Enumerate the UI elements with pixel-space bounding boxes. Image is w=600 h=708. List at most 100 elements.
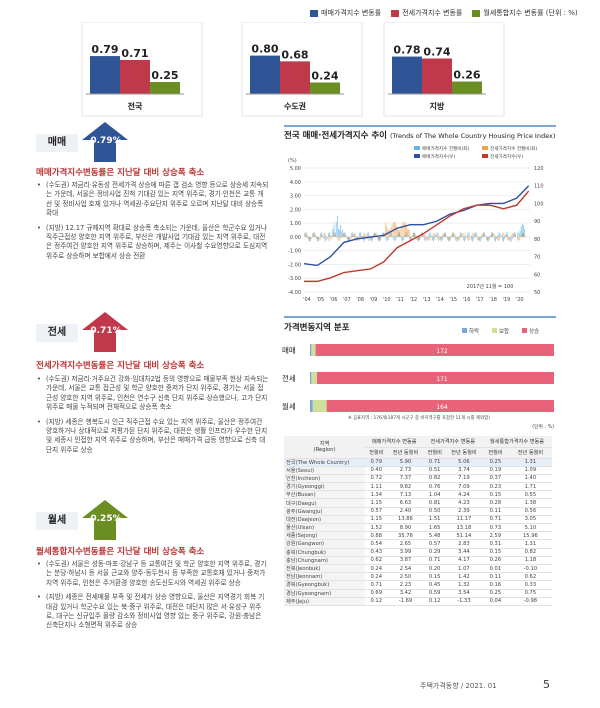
table-cell: 0.15	[423, 572, 446, 582]
badge-pct: 0.79%	[90, 136, 122, 146]
col-sub: 전월비	[365, 447, 388, 459]
dist-segment	[311, 344, 316, 356]
tick-right: 120	[534, 166, 544, 172]
table-cell: 11.17	[445, 515, 482, 525]
table-cell: 0.15	[481, 490, 509, 500]
tick-left: 3.00	[290, 194, 301, 200]
table-cell: 3.74	[445, 466, 482, 475]
table-cell: 0.51	[423, 466, 446, 475]
tick-left: -4.00	[288, 290, 301, 296]
dist-segment	[311, 372, 317, 384]
region-box	[81, 22, 203, 117]
tick-x: '15	[449, 297, 457, 303]
badge-label: 매매	[36, 134, 78, 152]
table-cell: 13.86	[387, 515, 424, 525]
table-cell: 1.09	[508, 466, 552, 475]
trend-title-en: (Trends of The Whole Country Housing Pri…	[389, 132, 556, 140]
table-cell: 울산(Ulsan)	[284, 523, 366, 533]
table-cell: 1.34	[365, 490, 388, 500]
table-cell: 0.50	[423, 507, 446, 516]
table-cell: 0.20	[423, 564, 446, 574]
footer-text: 주택가격동향 / 2021. 01	[420, 682, 497, 690]
table-cell: 전국(The Whole Country)	[284, 458, 366, 467]
bar-value: 0.74	[423, 45, 450, 58]
table-cell: 5.06	[445, 458, 482, 467]
table-row: 전남(Jeonnam) 0.24 2.50 0.15 1.42 0.11 0.62	[284, 572, 552, 582]
table-cell: 0.62	[508, 572, 552, 582]
group-label: 지방	[430, 101, 445, 111]
badge-pct: 0.71%	[90, 326, 122, 336]
table-row: 충북(Chungbuk) 0.43 3.99 0.29 3.44 0.15 0.82	[284, 548, 552, 557]
table-cell: 0.29	[423, 548, 446, 557]
tick-x: '05	[316, 297, 324, 303]
bullet-item: (지방) 12.17 규제지역 확대로 상승폭 축소되는 가운데, 울산은 학군…	[36, 224, 269, 262]
table-cell: -1.69	[387, 597, 424, 606]
table-cell: 1.31	[508, 458, 552, 467]
legend-swatch	[482, 146, 488, 150]
trend-chart-title: 전국 매매·전세가격지수 추이 (Trends of The Whole Cou…	[284, 129, 555, 141]
table-cell: 0.15	[481, 548, 509, 557]
tick-left: 5.00	[290, 166, 301, 172]
table-cell: 0.16	[481, 580, 509, 590]
legend-swatch	[492, 328, 497, 333]
table-cell: 0.31	[481, 539, 509, 549]
table-cell: 0.71	[365, 580, 388, 590]
table-row: 경남(Gyeongnam) 0.69 3.42 0.59 3.54 0.25 0.75	[284, 589, 552, 598]
table-cell: 0.04	[481, 597, 509, 606]
bar	[452, 81, 482, 94]
table-cell: -1.33	[445, 597, 482, 606]
table-cell: 4.17	[445, 556, 482, 565]
table-cell: 2.54	[387, 564, 424, 574]
section-title: 월세통합지수변동률은 지난달 대비 상승폭 축소	[36, 547, 205, 557]
table-cell: 1.18	[508, 556, 552, 565]
dist-title: 가격변동지역 분포	[284, 323, 350, 333]
dist-value: 164	[436, 404, 448, 411]
table-cell: 3.44	[445, 548, 482, 557]
region-box	[383, 22, 505, 117]
legend-item-monthly: 월세통합지수 변동률 (단위 : %)	[472, 8, 578, 18]
legend-label: 상승	[529, 327, 539, 335]
up-arrow-icon	[82, 312, 128, 352]
legend-label: 월세통합지수 변동률 (단위 : %)	[483, 9, 578, 17]
legend-label: 매매가격지수 전월비(좌)	[422, 145, 470, 152]
table-cell: 0.37	[481, 474, 509, 484]
table-cell: 0.88	[365, 531, 388, 541]
table-cell: 0.33	[508, 580, 552, 590]
table-cell: 강원(Gangwon)	[284, 539, 366, 549]
tick-x: '18	[489, 297, 497, 303]
table-cell: 0.54	[365, 539, 388, 549]
legend-label: 하락	[469, 327, 479, 335]
table-cell: 0.12	[365, 597, 388, 606]
table-cell: 0.56	[508, 507, 552, 516]
tick-x: '10	[383, 297, 391, 303]
tick-x: '07	[343, 297, 351, 303]
tick-left: -1.00	[288, 249, 301, 255]
tick-x: '09	[370, 297, 378, 303]
tick-x: '20	[516, 297, 524, 303]
bar-value: 0.26	[453, 69, 480, 82]
tick-right: 80	[534, 237, 540, 243]
dist-value: 171	[436, 376, 448, 383]
table-cell: 2.40	[387, 507, 424, 516]
table-cell: 0.40	[365, 466, 388, 475]
bullet-item: (지방) 세종은 행복도시 인근 직주근접 수요 있는 지역 위주로, 울산은 …	[36, 418, 269, 456]
top-chart-legend: 매매가격지수 변동률 전세가격지수 변동률 월세통합지수 변동률 (단위 : %…	[310, 8, 578, 18]
table-row: 대구(Daegu) 1.15 6.63 0.81 4.23 0.28 1.38	[284, 498, 552, 508]
table-cell: 13.18	[445, 523, 482, 533]
table-cell: 1.31	[508, 539, 552, 549]
bar	[90, 56, 120, 94]
dist-segment	[326, 400, 554, 412]
table-cell: 세종(Sejong)	[284, 531, 366, 541]
dist-segment	[310, 400, 313, 412]
dist-row-label: 월세	[282, 401, 296, 411]
top-bar-chart: 0.79 0.710.25 전국 0.80 0.680.24 수도권 0.78 0.740.2…	[81, 22, 505, 117]
data-table: 지역 (Region) 매매가격지수 변동률 전세가격지수 변동률 월세통합가격지수 변…	[284, 436, 552, 606]
table-header-row: 지역 (Region) 매매가격지수 변동률 전세가격지수 변동률 월세통합가격지수 변…	[284, 436, 552, 459]
table-cell: 0.43	[365, 548, 388, 557]
table-cell: 1.15	[365, 498, 388, 508]
section-bullets: (수도권) 서울은 성동·마포·강남구 등 교통여건 및 학군 양호한 지역 위…	[36, 560, 269, 636]
unit-left: (%)	[288, 158, 297, 164]
dist-note: ※ 공표지역 : 176개(187개 시군구 중 비지역구를 포함한 11개 시…	[348, 414, 490, 421]
